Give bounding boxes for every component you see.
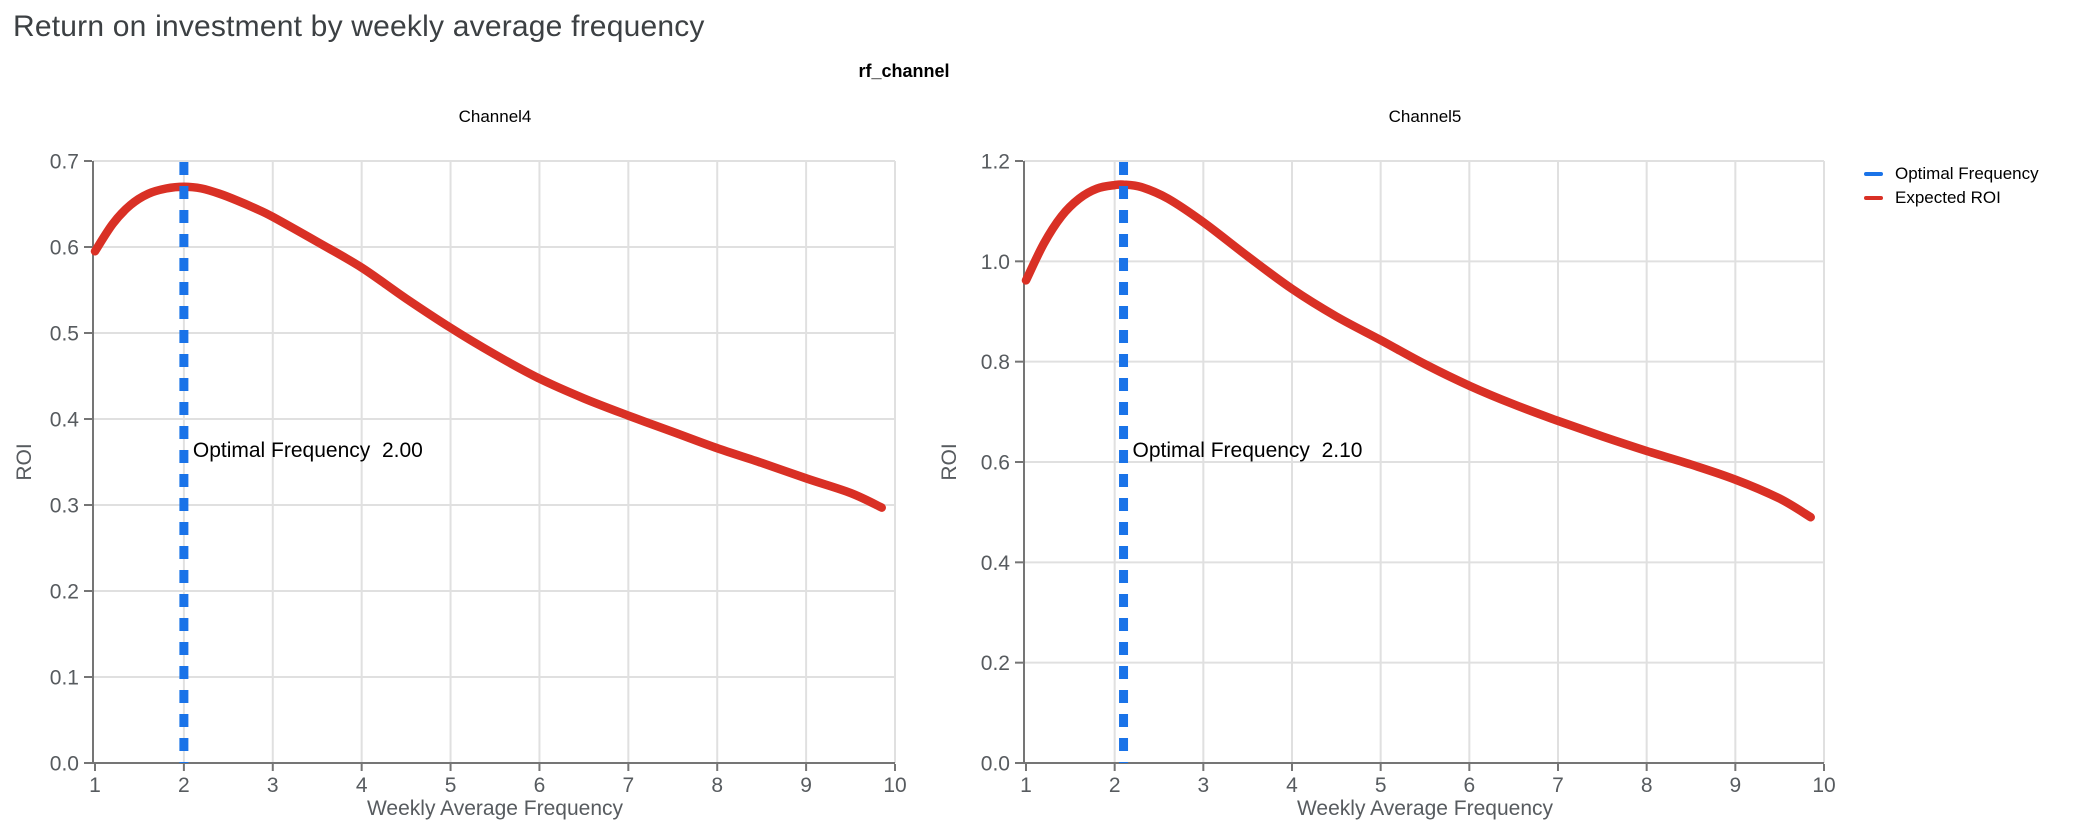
x-tick-label: 1 [89, 774, 101, 797]
y-tick-label: 0.3 [50, 495, 79, 518]
x-axis-title: Weekly Average Frequency [366, 797, 624, 820]
y-tick-label: 0.7 [50, 151, 79, 174]
x-tick-label: 3 [1197, 774, 1209, 797]
x-tick-label: 4 [356, 774, 368, 797]
expected-roi-curve [90, 182, 886, 512]
x-tick-label: 10 [883, 774, 906, 797]
optimal-frequency-line-swatch [1864, 172, 1883, 176]
x-tick-label: 6 [1463, 774, 1475, 797]
y-tick-label: 0.0 [50, 753, 79, 776]
x-tick-label: 9 [1729, 774, 1741, 797]
x-tick-label: 8 [1641, 774, 1653, 797]
figure-title: Return on investment by weekly average f… [13, 10, 705, 43]
x-tick-label: 5 [1375, 774, 1387, 797]
x-tick-label: 7 [1552, 774, 1564, 797]
legend-label: Expected ROI [1895, 188, 2001, 207]
subplot-title-channel5: Channel5 [1388, 107, 1462, 126]
x-tick-label: 4 [1286, 774, 1298, 797]
x-axis-title: Weekly Average Frequency [1296, 797, 1554, 820]
y-tick-label: 0.2 [981, 652, 1010, 675]
x-tick-label: 8 [711, 774, 723, 797]
expected-roi-line-swatch [1864, 196, 1883, 200]
y-tick-label: 0.5 [50, 323, 79, 346]
y-tick-label: 0.0 [981, 753, 1010, 776]
y-tick-label: 0.6 [981, 452, 1010, 475]
x-tick-label: 1 [1020, 774, 1032, 797]
legend: Optimal Frequency Expected ROI [1864, 162, 2039, 210]
y-tick-label: 0.1 [50, 667, 79, 690]
legend-label: Optimal Frequency [1895, 164, 2039, 183]
x-tick-label: 3 [267, 774, 279, 797]
x-tick-label: 9 [800, 774, 812, 797]
x-tick-label: 2 [1109, 774, 1121, 797]
y-tick-label: 0.8 [981, 351, 1010, 374]
facet-field-label: rf_channel [858, 61, 950, 81]
y-tick-label: 0.4 [981, 552, 1011, 575]
optimal-frequency-annotation: Optimal Frequency 2.10 [1132, 439, 1363, 462]
y-tick-label: 0.6 [50, 237, 79, 260]
x-tick-label: 2 [178, 774, 190, 797]
y-axis-title: ROI [13, 443, 36, 481]
y-tick-label: 0.2 [50, 581, 79, 604]
optimal-frequency-annotation: Optimal Frequency 2.00 [192, 439, 423, 462]
x-tick-label: 7 [622, 774, 634, 797]
subplot-title-channel4: Channel4 [458, 107, 532, 126]
y-axis-title: ROI [938, 443, 961, 481]
y-tick-label: 1.0 [981, 251, 1010, 274]
y-tick-label: 1.2 [981, 151, 1010, 174]
legend-item-optimal-frequency: Optimal Frequency [1864, 162, 2039, 186]
x-tick-label: 5 [445, 774, 457, 797]
legend-item-expected-roi: Expected ROI [1864, 186, 2039, 210]
expected-roi-curve [1021, 180, 1815, 522]
y-tick-label: 0.4 [50, 409, 80, 432]
x-tick-label: 6 [534, 774, 546, 797]
x-tick-label: 10 [1812, 774, 1835, 797]
